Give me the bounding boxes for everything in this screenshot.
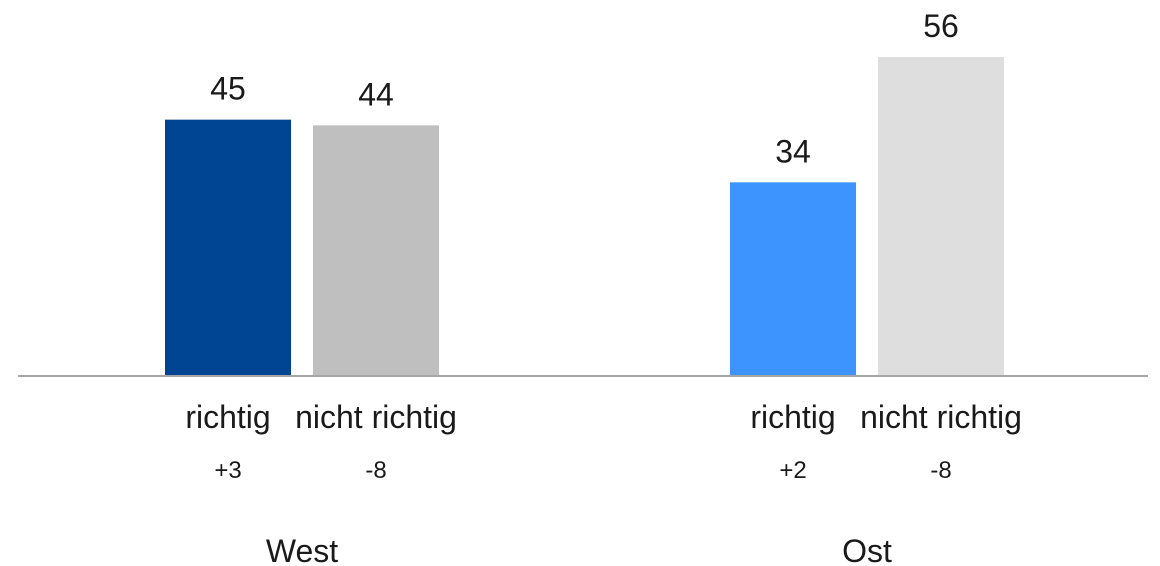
bars-layer — [165, 57, 1004, 377]
change-label-west-nicht-richtig: -8 — [365, 457, 386, 484]
change-label-ost-nicht-richtig: -8 — [930, 457, 951, 484]
category-label-ost-nicht-richtig: nicht richtig — [860, 399, 1022, 435]
bar-west-richtig — [165, 119, 291, 377]
value-label-ost-nicht-richtig: 56 — [923, 8, 959, 44]
category-label-ost-richtig: richtig — [750, 399, 835, 435]
group-label-west: West — [266, 533, 338, 566]
labels-layer: 45 richtig +3 44 nicht richtig -8 West 34 richti… — [185, 8, 1022, 566]
change-label-west-richtig: +3 — [214, 457, 241, 484]
group-label-ost: Ost — [842, 533, 892, 566]
value-label-ost-richtig: 34 — [775, 133, 811, 169]
value-label-west-nicht-richtig: 44 — [358, 76, 394, 112]
bar-ost-richtig — [730, 182, 856, 376]
value-label-west-richtig: 45 — [210, 71, 246, 107]
category-label-west-richtig: richtig — [185, 399, 270, 435]
change-label-ost-richtig: +2 — [779, 457, 806, 484]
bar-ost-nicht-richtig — [878, 57, 1004, 376]
category-label-west-nicht-richtig: nicht richtig — [295, 399, 457, 435]
bar-west-nicht-richtig — [313, 125, 439, 376]
